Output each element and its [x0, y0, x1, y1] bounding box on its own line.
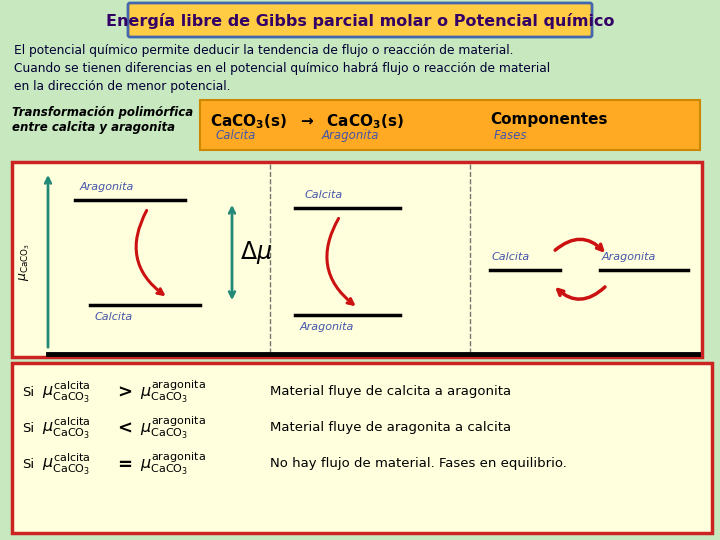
Text: Aragonita: Aragonita	[80, 182, 135, 192]
FancyBboxPatch shape	[128, 3, 592, 37]
Text: $\mu_{\rm CaCO_3}^{\rm aragonita}$: $\mu_{\rm CaCO_3}^{\rm aragonita}$	[140, 450, 206, 477]
Text: Transformación polimórfica
entre calcita y aragonita: Transformación polimórfica entre calcita…	[12, 106, 193, 134]
Text: Fases: Fases	[494, 129, 528, 142]
FancyBboxPatch shape	[12, 363, 712, 533]
Text: Aragonita: Aragonita	[322, 129, 379, 142]
Text: $\mu_{\rm CaCO_3}^{\rm aragonita}$: $\mu_{\rm CaCO_3}^{\rm aragonita}$	[140, 415, 206, 441]
Text: Aragonita: Aragonita	[300, 322, 354, 332]
Text: $\Delta\mu$: $\Delta\mu$	[240, 240, 272, 267]
Text: Calcita: Calcita	[215, 129, 256, 142]
Text: =: =	[117, 456, 132, 474]
Text: <: <	[117, 420, 132, 438]
Text: Si: Si	[22, 386, 34, 399]
Text: $\mu_{\rm CaCO_3}$: $\mu_{\rm CaCO_3}$	[18, 243, 32, 281]
FancyBboxPatch shape	[200, 100, 700, 150]
Text: Calcita: Calcita	[492, 252, 530, 262]
Text: Energía libre de Gibbs parcial molar o Potencial químico: Energía libre de Gibbs parcial molar o P…	[106, 13, 614, 29]
Text: Material fluye de calcita a aragonita: Material fluye de calcita a aragonita	[270, 386, 511, 399]
Text: Componentes: Componentes	[490, 112, 608, 127]
Text: $\mathbf{CaCO_3(s)}$  $\mathbf{\rightarrow}$  $\mathbf{CaCO_3(s)}$: $\mathbf{CaCO_3(s)}$ $\mathbf{\rightarro…	[210, 112, 404, 131]
Text: >: >	[117, 384, 132, 402]
Text: Calcita: Calcita	[95, 312, 133, 322]
Text: $\mu_{\rm CaCO_3}^{\rm calcita}$: $\mu_{\rm CaCO_3}^{\rm calcita}$	[42, 451, 91, 476]
Text: No hay flujo de material. Fases en equilibrio.: No hay flujo de material. Fases en equil…	[270, 457, 567, 470]
Text: Si: Si	[22, 422, 34, 435]
Text: El potencial químico permite deducir la tendencia de flujo o reacción de materia: El potencial químico permite deducir la …	[14, 44, 550, 93]
Text: Si: Si	[22, 457, 34, 470]
FancyBboxPatch shape	[12, 162, 702, 357]
Text: Aragonita: Aragonita	[602, 252, 657, 262]
Text: $\mu_{\rm CaCO_3}^{\rm calcita}$: $\mu_{\rm CaCO_3}^{\rm calcita}$	[42, 380, 91, 404]
Text: $\mu_{\rm CaCO_3}^{\rm calcita}$: $\mu_{\rm CaCO_3}^{\rm calcita}$	[42, 415, 91, 441]
Text: $\mu_{\rm CaCO_3}^{\rm aragonita}$: $\mu_{\rm CaCO_3}^{\rm aragonita}$	[140, 379, 206, 406]
Text: Material fluye de aragonita a calcita: Material fluye de aragonita a calcita	[270, 422, 511, 435]
Text: Calcita: Calcita	[305, 190, 343, 200]
